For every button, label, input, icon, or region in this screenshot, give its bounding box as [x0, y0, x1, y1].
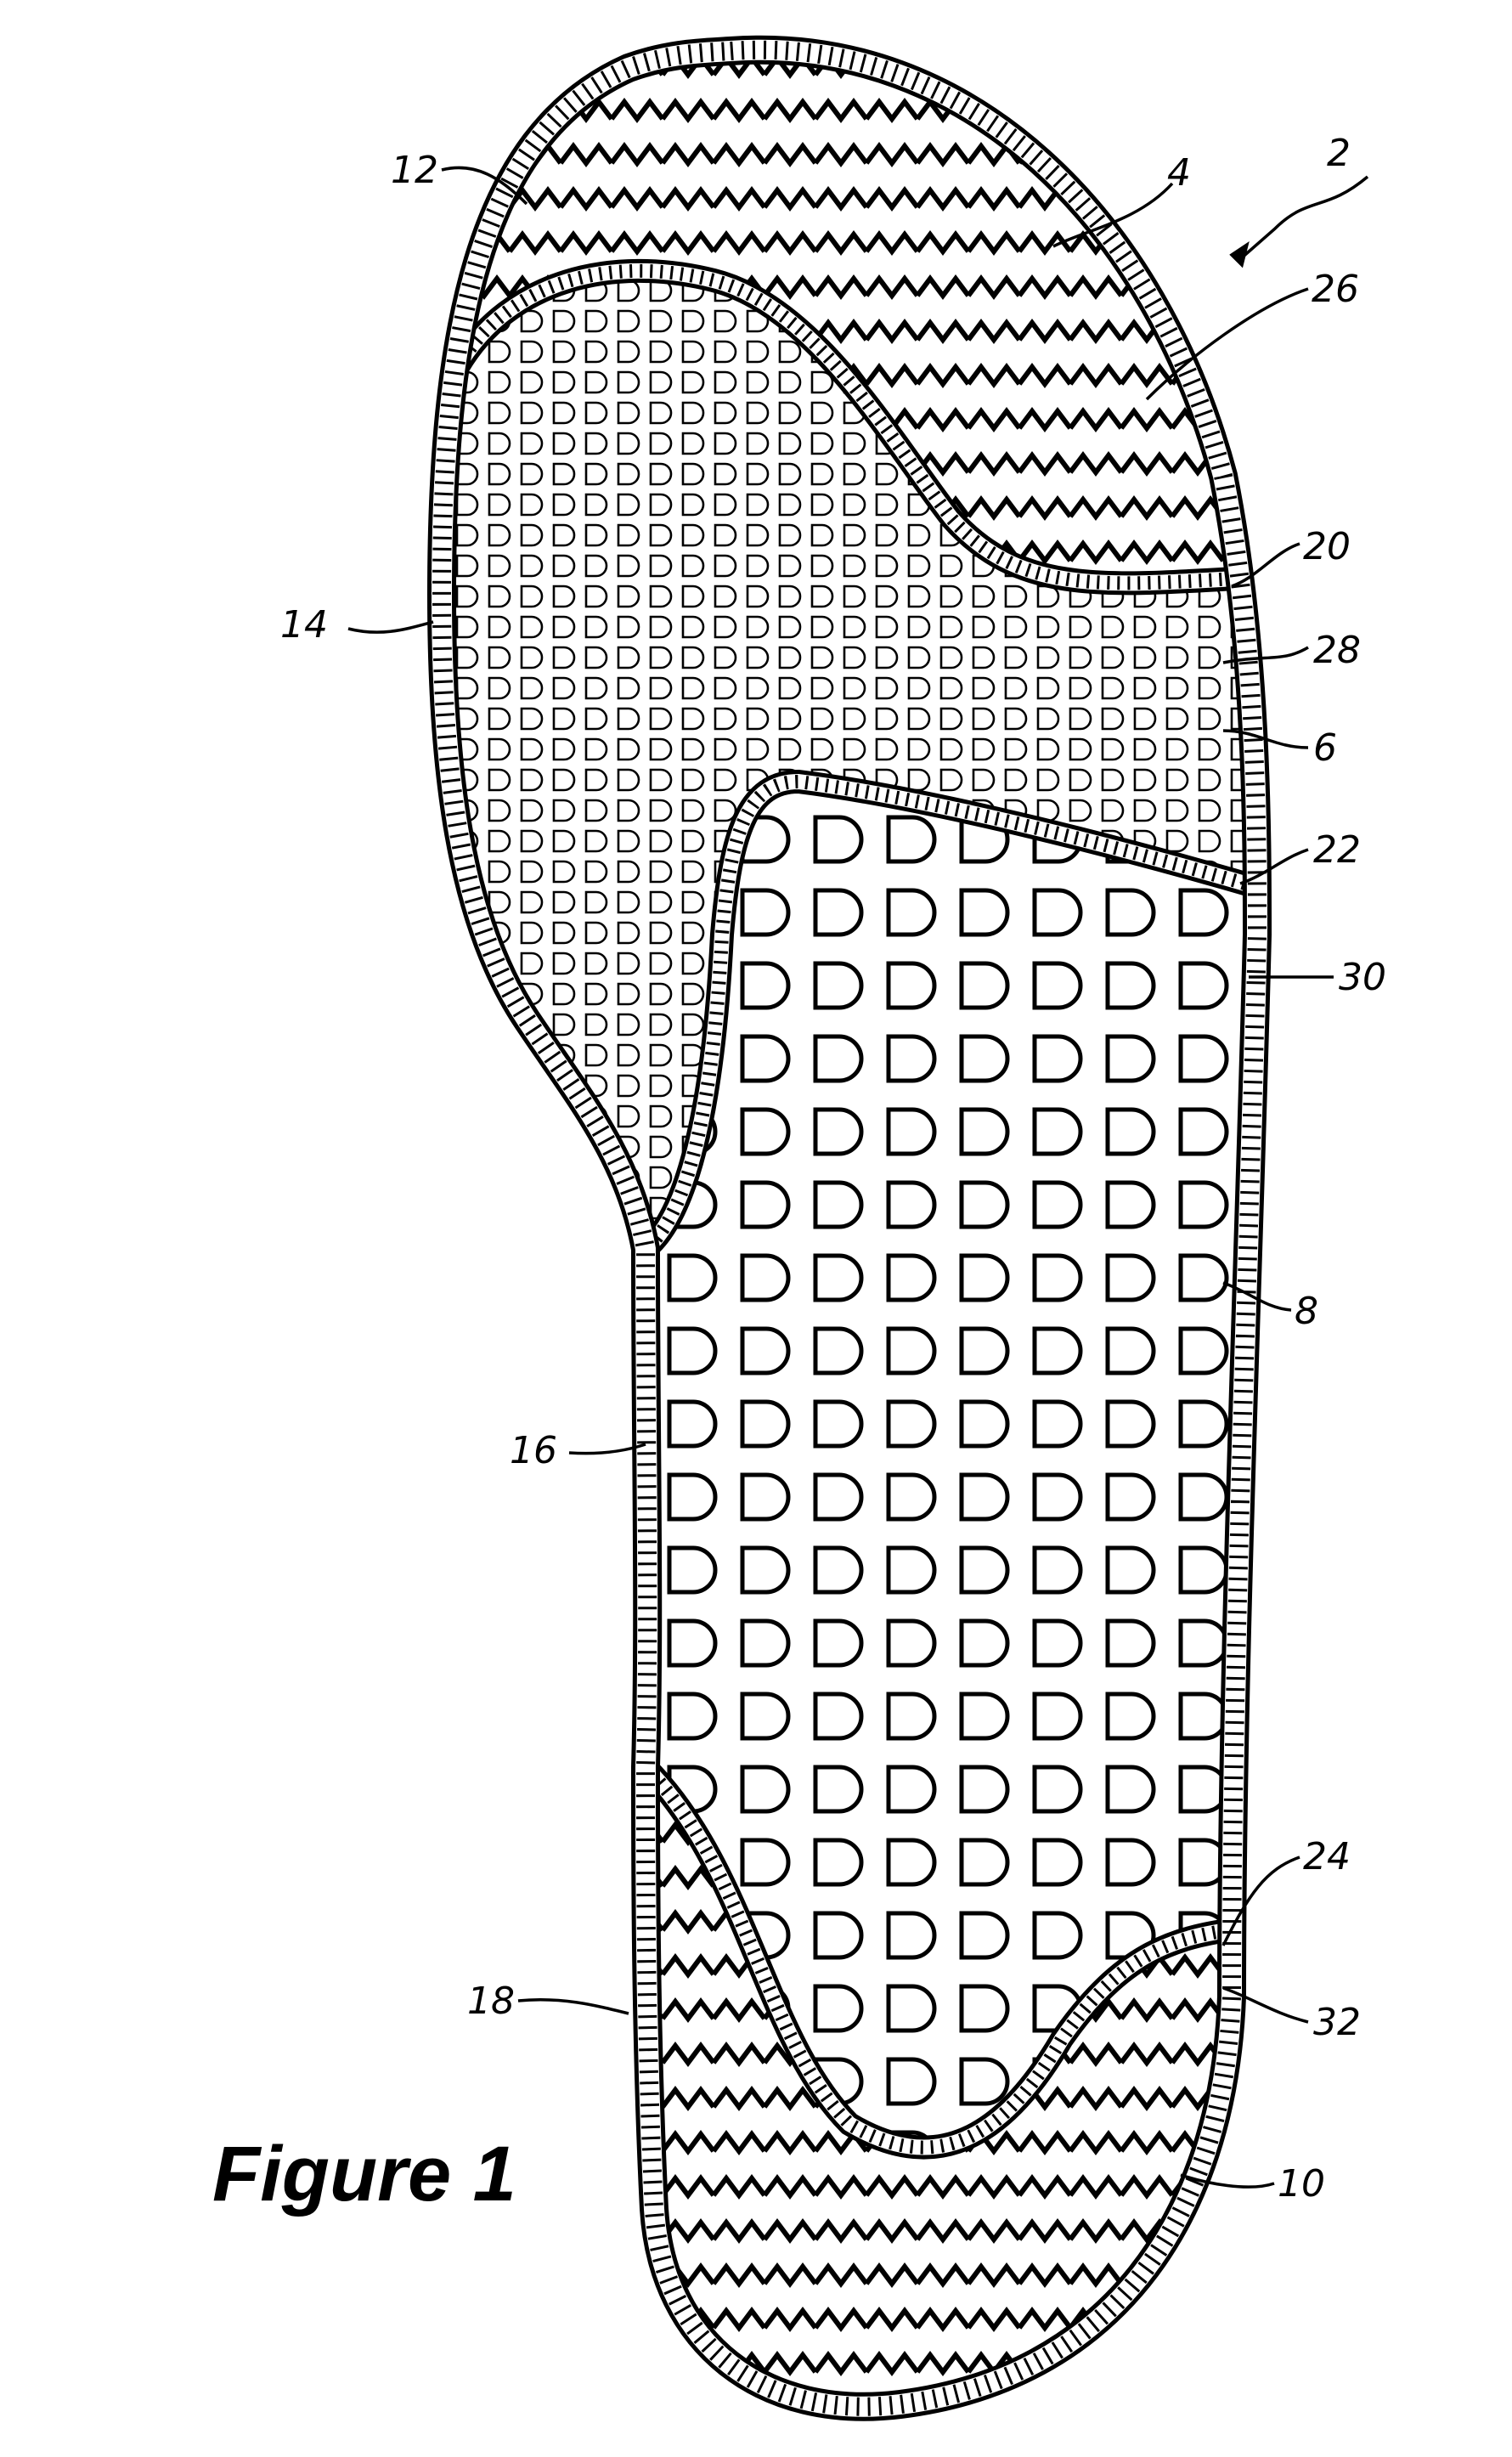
label-14: 14: [280, 603, 328, 647]
label-10: 10: [1278, 2162, 1325, 2206]
label-28: 28: [1313, 629, 1361, 672]
zone-boundaries: [449, 258, 1257, 2160]
reference-labels: 2 12 4 26 20 14 28 6 22 30 8 16 24 18 32…: [280, 132, 1386, 2206]
label-16: 16: [510, 1429, 557, 1472]
label-2: 2: [1327, 132, 1351, 175]
label-30: 30: [1339, 956, 1386, 999]
label-12: 12: [391, 149, 438, 192]
label-22: 22: [1313, 828, 1361, 872]
label-20: 20: [1303, 525, 1351, 568]
label-32: 32: [1313, 2001, 1361, 2044]
label-26: 26: [1312, 268, 1359, 311]
label-6: 6: [1313, 726, 1337, 770]
label-4: 4: [1167, 151, 1191, 195]
label-8: 8: [1295, 1290, 1318, 1333]
figure-title: Figure 1: [212, 2131, 516, 2217]
leader-lines: [347, 166, 1369, 2189]
label-24: 24: [1303, 1835, 1351, 1878]
label-18: 18: [467, 1980, 515, 2023]
